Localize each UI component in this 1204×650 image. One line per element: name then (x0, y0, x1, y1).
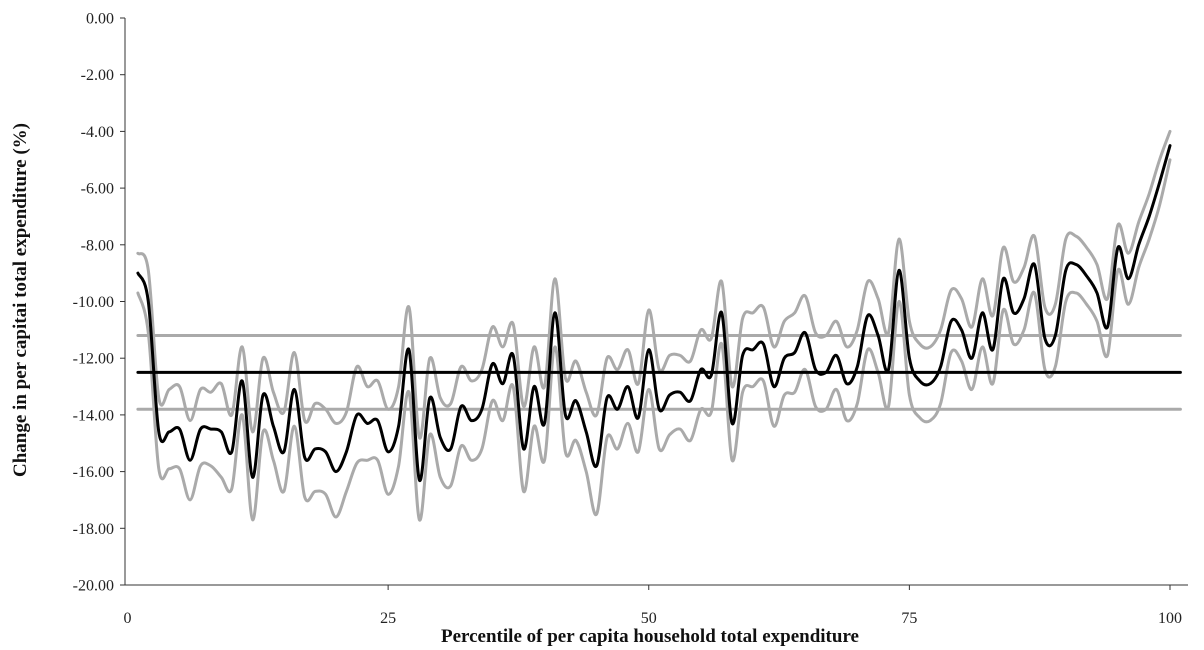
x-tick-label: 50 (641, 610, 657, 627)
x-tick-label: 75 (901, 610, 917, 627)
y-tick-label: -12.00 (73, 351, 114, 368)
y-ticks: 0.00 -2.00 -4.00 -6.00 -8.00 -10.00 -12.00 -14.… (73, 11, 125, 595)
y-tick-label: -8.00 (81, 237, 114, 254)
x-tick-label: 0 (124, 610, 132, 627)
y-tick-label: -20.00 (73, 578, 114, 595)
x-tick-label: 25 (380, 610, 396, 627)
y-tick-label: -4.00 (81, 124, 114, 141)
axes (124, 18, 1188, 586)
y-tick-label: 0.00 (86, 11, 114, 28)
series-line-lower (136, 158, 1172, 522)
series-layer (136, 129, 1182, 522)
y-axis-title: Change in per capitai total expenditure … (10, 123, 31, 477)
y-tick-label: -18.00 (73, 521, 114, 538)
y-tick-label: -10.00 (73, 294, 114, 311)
x-tick-label: 100 (1158, 610, 1182, 627)
y-tick-label: -2.00 (81, 67, 114, 84)
y-tick-label: -16.00 (73, 464, 114, 481)
x-axis-title: Percentile of per capita household total… (441, 626, 859, 647)
series-line-upper (136, 129, 1172, 440)
y-tick-label: -14.00 (73, 407, 114, 424)
y-tick-label: -6.00 (81, 181, 114, 198)
series-line-estimate (136, 144, 1172, 482)
x-ticks: 0 25 50 75 100 (124, 585, 1182, 627)
